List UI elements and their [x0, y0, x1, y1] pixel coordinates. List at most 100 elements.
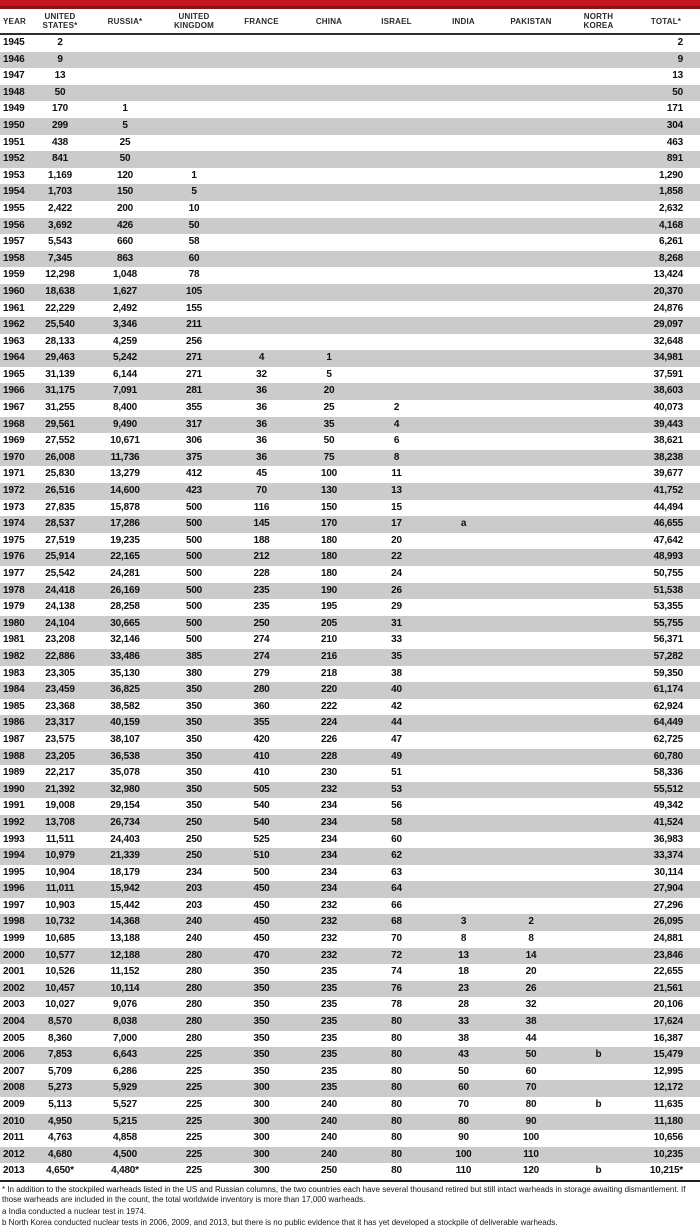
value-cell-united-kingdom: 500: [185, 551, 203, 563]
table-row: 1953 1,169 120 1 1,290: [0, 167, 700, 185]
value-cell-france: 36: [256, 418, 267, 430]
value-cell-india: [430, 184, 497, 201]
value-cell-france: 36: [256, 451, 267, 463]
value-cell-israel: [363, 101, 430, 118]
value-cell-india: [430, 599, 497, 616]
value-cell-france: 300: [253, 1082, 270, 1094]
value-cell-china: 240: [320, 1148, 338, 1160]
value-cell-israel: 80: [391, 1082, 402, 1094]
value-cell-united-kingdom: 380: [185, 667, 203, 679]
year-cell: 1977: [3, 568, 25, 579]
value-cell-total: 62,924: [653, 700, 684, 712]
value-cell-israel: 64: [391, 883, 402, 895]
value-cell-north-korea: [565, 184, 632, 201]
value-cell-total: 15,479: [653, 1049, 684, 1061]
value-cell-pakistan: [497, 732, 565, 749]
value-cell-israel: 17: [391, 518, 402, 530]
value-cell-united-kingdom: 280: [185, 1032, 203, 1044]
value-cell-united-states: 27,835: [45, 501, 75, 513]
value-cell-united-states: 13,708: [45, 816, 75, 828]
value-cell-total: 32,648: [653, 335, 684, 347]
value-cell-north-korea: [565, 749, 632, 766]
value-cell-united-kingdom: 500: [185, 634, 203, 646]
value-cell-united-kingdom: 155: [185, 302, 203, 314]
value-cell-israel: [363, 151, 430, 168]
value-cell-france: [228, 317, 295, 334]
value-cell-russia: 36,825: [110, 684, 140, 696]
value-cell-israel: 80: [391, 1016, 402, 1028]
value-cell-france: [228, 201, 295, 218]
year-cell: 1975: [3, 534, 25, 546]
value-cell-united-states: 2,422: [47, 202, 73, 214]
value-cell-united-kingdom: 350: [185, 700, 203, 712]
value-cell-total: 27,296: [653, 899, 684, 911]
value-cell-china: 235: [320, 1082, 338, 1094]
year-cell: 1999: [3, 933, 25, 945]
table-row: 1980 24,104 30,665 500 250 205 31 55,755: [0, 615, 700, 633]
value-cell-china: 180: [320, 568, 338, 579]
value-cell-israel: 60: [391, 833, 402, 845]
value-cell-united-kingdom: [160, 85, 228, 102]
table-row: 1962 25,540 3,346 211 29,097: [0, 317, 700, 334]
value-cell-china: [295, 251, 363, 268]
value-cell-india: [430, 334, 497, 351]
value-cell-pakistan: 2: [528, 916, 534, 928]
value-cell-china: 224: [320, 717, 338, 729]
value-cell-united-kingdom: [160, 52, 228, 69]
table-row: 2013 4,650* 4,480* 225 300 250 80 110 120 b 10,215…: [0, 1163, 700, 1181]
value-cell-france: [228, 334, 295, 351]
value-cell-russia: 5,929: [112, 1082, 138, 1094]
value-cell-pakistan: [497, 184, 565, 201]
value-cell-united-kingdom: [160, 151, 228, 168]
value-cell-china: 232: [320, 783, 338, 795]
value-cell-united-kingdom: 250: [185, 850, 203, 862]
value-cell-north-korea: [565, 367, 632, 384]
table-row: 1975 27,519 19,235 500 188 180 20 47,642: [0, 532, 700, 550]
value-cell-russia: 660: [116, 236, 134, 248]
table-row: 1991 19,008 29,154 350 540 234 56 49,342: [0, 798, 700, 815]
value-cell-israel: 35: [391, 650, 402, 662]
value-cell-france: 420: [253, 733, 270, 745]
value-cell-russia: 21,339: [110, 850, 140, 862]
value-cell-france: [228, 85, 295, 102]
value-cell-total: 58,336: [653, 767, 684, 779]
value-cell-north-korea: [565, 914, 632, 931]
value-cell-united-kingdom: 350: [185, 800, 203, 812]
value-cell-russia: 19,235: [110, 534, 140, 546]
value-cell-france: 470: [253, 949, 270, 961]
year-cell: 1950: [3, 119, 25, 131]
value-cell-united-kingdom: 225: [185, 1099, 203, 1110]
value-cell-total: 48,993: [653, 551, 684, 563]
value-cell-india: [430, 649, 497, 666]
year-cell: 1974: [3, 518, 25, 530]
year-cell: 1991: [3, 800, 25, 812]
value-cell-total: 38,621: [653, 435, 684, 447]
table-header: YEAR UNITED STATES* RUSSIA* UNITED KINGDOM F…: [0, 9, 700, 34]
value-cell-total: 21,561: [653, 982, 684, 994]
value-cell-israel: 26: [391, 584, 402, 596]
value-cell-pakistan: [497, 466, 565, 483]
table-row: 2001 10,526 11,152 280 350 235 74 18 20 22,655: [0, 964, 700, 981]
value-cell-north-korea: [565, 848, 632, 865]
table-row: 1947 13 13: [0, 68, 700, 85]
value-cell-russia: 6,286: [112, 1065, 138, 1077]
value-cell-pakistan: [497, 682, 565, 699]
value-cell-france: 45: [256, 468, 267, 480]
value-cell-china: 100: [320, 468, 338, 480]
value-cell-north-korea: [565, 715, 632, 732]
value-cell-total: 22,655: [653, 966, 684, 978]
value-cell-total: 304: [666, 119, 683, 131]
value-cell-israel: [363, 168, 430, 185]
value-cell-united-states: 22,886: [45, 650, 75, 662]
value-cell-israel: 4: [393, 418, 400, 430]
value-cell-russia: 26,169: [110, 584, 140, 596]
value-cell-india: [430, 367, 497, 384]
value-cell-india: [430, 135, 497, 152]
value-cell-france: 235: [253, 601, 270, 613]
value-cell-united-states: 31,139: [45, 368, 75, 380]
value-cell-france: 235: [253, 584, 270, 596]
value-cell-united-kingdom: 306: [185, 435, 203, 447]
value-cell-china: 234: [320, 866, 338, 878]
value-cell-china: 190: [320, 584, 338, 596]
value-cell-pakistan: [497, 881, 565, 898]
